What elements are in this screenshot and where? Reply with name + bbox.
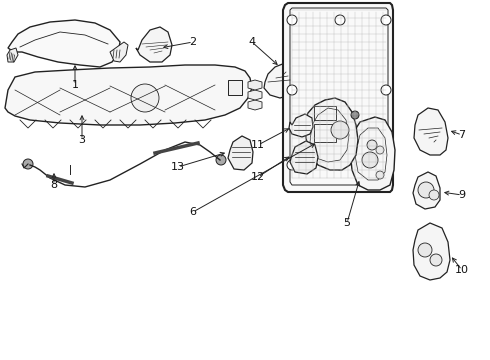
Circle shape bbox=[418, 243, 432, 257]
Circle shape bbox=[335, 15, 345, 25]
Polygon shape bbox=[110, 42, 128, 62]
Circle shape bbox=[351, 111, 359, 119]
Polygon shape bbox=[228, 80, 242, 95]
Polygon shape bbox=[228, 136, 253, 170]
Polygon shape bbox=[350, 117, 395, 190]
Polygon shape bbox=[289, 114, 313, 137]
Circle shape bbox=[381, 15, 391, 25]
Text: 8: 8 bbox=[50, 180, 57, 190]
Circle shape bbox=[376, 171, 384, 179]
Text: 6: 6 bbox=[190, 207, 196, 217]
Polygon shape bbox=[413, 172, 440, 209]
Circle shape bbox=[331, 121, 349, 139]
Polygon shape bbox=[305, 98, 358, 170]
Circle shape bbox=[131, 84, 159, 112]
Polygon shape bbox=[8, 20, 120, 67]
Circle shape bbox=[381, 160, 391, 170]
Polygon shape bbox=[248, 90, 262, 100]
Text: 4: 4 bbox=[248, 37, 256, 47]
Circle shape bbox=[216, 155, 226, 165]
Circle shape bbox=[381, 85, 391, 95]
Polygon shape bbox=[264, 63, 296, 98]
Text: 10: 10 bbox=[455, 265, 469, 275]
Text: 9: 9 bbox=[459, 190, 466, 200]
Circle shape bbox=[287, 15, 297, 25]
Circle shape bbox=[429, 190, 439, 200]
Text: 1: 1 bbox=[72, 80, 78, 90]
Polygon shape bbox=[414, 108, 448, 155]
Circle shape bbox=[335, 160, 345, 170]
Polygon shape bbox=[248, 100, 262, 110]
Circle shape bbox=[362, 152, 378, 168]
Text: 12: 12 bbox=[251, 172, 265, 182]
Circle shape bbox=[287, 160, 297, 170]
Polygon shape bbox=[136, 27, 172, 62]
Circle shape bbox=[430, 254, 442, 266]
Polygon shape bbox=[7, 48, 18, 62]
Circle shape bbox=[376, 146, 384, 154]
Polygon shape bbox=[290, 141, 318, 174]
Text: 5: 5 bbox=[343, 218, 350, 228]
Bar bbox=[314, 106, 336, 120]
Text: 2: 2 bbox=[190, 37, 196, 47]
Circle shape bbox=[287, 85, 297, 95]
Circle shape bbox=[367, 140, 377, 150]
Circle shape bbox=[418, 182, 434, 198]
Polygon shape bbox=[5, 65, 252, 125]
Circle shape bbox=[23, 159, 33, 169]
Text: 11: 11 bbox=[251, 140, 265, 150]
Polygon shape bbox=[248, 80, 262, 90]
Text: 3: 3 bbox=[78, 135, 85, 145]
Text: 7: 7 bbox=[459, 130, 466, 140]
Polygon shape bbox=[283, 3, 393, 192]
Polygon shape bbox=[413, 223, 450, 280]
Text: 13: 13 bbox=[171, 162, 185, 172]
Bar bbox=[314, 124, 336, 142]
